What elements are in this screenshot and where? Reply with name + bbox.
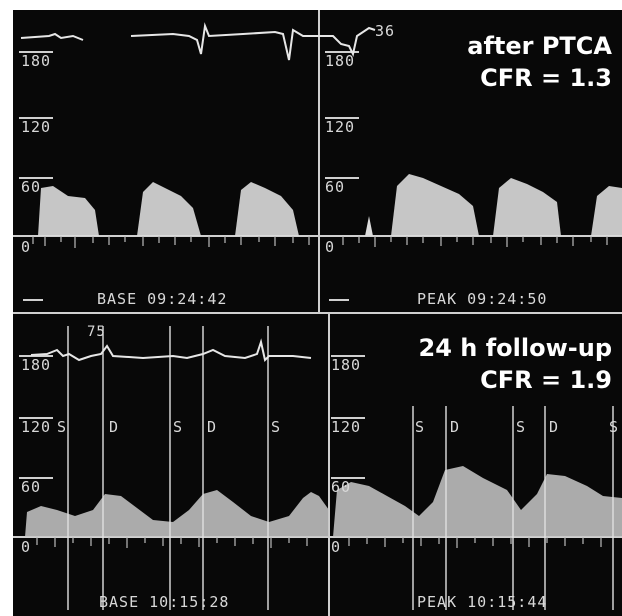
- bottom-peak-scale-180: 180: [331, 356, 362, 374]
- top-base-scale-120: 120: [21, 118, 52, 136]
- doppler-graphics: [13, 10, 622, 616]
- top-base-scale-0: 0: [21, 238, 32, 256]
- top-base-timestamp: BASE 09:24:42: [97, 290, 228, 308]
- top-base-scale-60: 60: [21, 178, 42, 196]
- scale-ticks: [19, 51, 365, 479]
- bottom-base-phase-s3: S: [271, 418, 282, 436]
- flow-velocity-envelopes-bottom: [25, 466, 622, 537]
- bottom-base-scale-0: 0: [21, 538, 32, 556]
- top-annotation-line1: after PTCA: [467, 32, 612, 60]
- bottom-base-phase-d1: D: [109, 418, 120, 436]
- flow-velocity-envelopes-top: [38, 174, 622, 236]
- bottom-base-phase-d2: D: [207, 418, 218, 436]
- bottom-base-phase-s2: S: [173, 418, 184, 436]
- bottom-peak-phase-s3: S: [609, 418, 620, 436]
- bottom-base-phase-s1: S: [57, 418, 68, 436]
- top-annotation: after PTCA CFR = 1.3: [467, 30, 612, 94]
- bottom-base-scale-180: 180: [21, 356, 52, 374]
- bottom-peak-phase-s2: S: [516, 418, 527, 436]
- bottom-peak-scale-120: 120: [331, 418, 362, 436]
- phase-lines: [67, 326, 614, 610]
- bottom-base-scale-120: 120: [21, 418, 52, 436]
- top-annotation-line2: CFR = 1.3: [480, 64, 612, 92]
- top-peak-scale-180: 180: [325, 52, 356, 70]
- bottom-base-scale-60: 60: [21, 478, 42, 496]
- bottom-peak-phase-d1: D: [450, 418, 461, 436]
- bottom-peak-scale-60: 60: [331, 478, 352, 496]
- bottom-base-timestamp: BASE 10:15:28: [99, 593, 230, 611]
- top-peak-scale-120: 120: [325, 118, 356, 136]
- top-peak-scale-0: 0: [325, 238, 336, 256]
- doppler-monitor-screen: 180 120 60 0 BASE 09:24:42 180 120 60 0 …: [13, 10, 622, 616]
- bottom-peak-timestamp: PEAK 10:15:44: [417, 593, 548, 611]
- bottom-base-ecg-marker: 75: [87, 324, 106, 340]
- ecg-traces: [20, 22, 376, 362]
- bottom-annotation: 24 h follow-up CFR = 1.9: [419, 332, 612, 396]
- top-peak-ecg-marker: 36: [375, 22, 396, 40]
- top-peak-scale-60: 60: [325, 178, 346, 196]
- baseline-noise: [32, 236, 608, 548]
- top-peak-timestamp: PEAK 09:24:50: [417, 290, 548, 308]
- bottom-annotation-line1: 24 h follow-up: [418, 334, 612, 362]
- bottom-annotation-line2: CFR = 1.9: [480, 366, 612, 394]
- bottom-peak-phase-d2: D: [549, 418, 560, 436]
- bottom-peak-scale-0: 0: [331, 538, 342, 556]
- top-base-scale-180: 180: [21, 52, 52, 70]
- bottom-peak-phase-s1: S: [415, 418, 426, 436]
